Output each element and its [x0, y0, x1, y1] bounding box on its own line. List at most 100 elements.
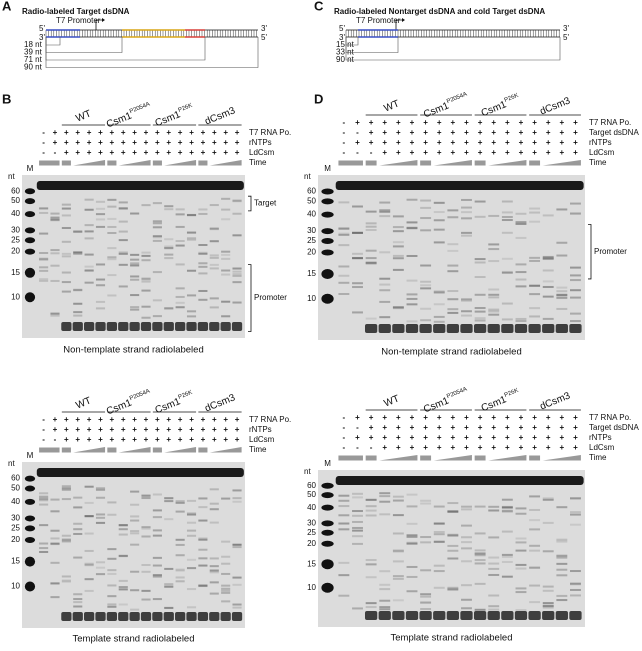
- gel-bottom-band: [514, 611, 528, 620]
- sign: +: [178, 148, 183, 157]
- sign: +: [573, 433, 578, 442]
- length-label: 33 nt: [336, 48, 355, 57]
- gel-band: [433, 531, 445, 534]
- gel-band: [186, 213, 197, 216]
- gel-band: [515, 285, 527, 288]
- marker-label: M: [27, 451, 34, 460]
- gel-band: [84, 485, 94, 488]
- gel-band: [338, 227, 350, 230]
- sign: +: [505, 118, 510, 127]
- time-bar: [420, 455, 432, 461]
- gel-band: [338, 281, 350, 284]
- sign: +: [451, 433, 456, 442]
- gel-band: [488, 260, 500, 263]
- condition-label: LdCsm: [589, 443, 615, 452]
- sign: -: [343, 423, 346, 432]
- gel: [22, 175, 245, 338]
- sign: +: [532, 118, 537, 127]
- gel-band: [474, 261, 486, 264]
- gel-band: [107, 584, 117, 587]
- gel-band: [447, 311, 459, 314]
- gel-band: [50, 252, 60, 255]
- gel-band: [152, 220, 162, 223]
- sign: +: [560, 148, 565, 157]
- gel-bottom-band: [175, 612, 186, 621]
- ladder-band: [321, 249, 334, 256]
- gel-band: [73, 601, 83, 604]
- time-bar: [152, 160, 162, 166]
- ladder-band: [321, 211, 334, 218]
- ladder-band: [321, 492, 334, 499]
- gel-band: [73, 288, 83, 291]
- gel-band: [379, 513, 391, 516]
- sign: +: [75, 425, 80, 434]
- gel-band: [73, 506, 83, 509]
- gel-band: [118, 201, 128, 204]
- sign: +: [189, 415, 194, 424]
- sign: +: [560, 118, 565, 127]
- group-label: WT: [74, 395, 93, 411]
- sign: -: [343, 433, 346, 442]
- sign: +: [132, 128, 137, 137]
- length-label: 90 nt: [24, 63, 43, 72]
- gel-band: [338, 561, 350, 564]
- bracket-label: Target: [254, 199, 277, 208]
- gel-band: [141, 527, 151, 530]
- gel-band: [515, 278, 527, 281]
- sign: +: [235, 128, 240, 137]
- gel-band: [130, 308, 140, 311]
- gel-band: [474, 552, 486, 555]
- ladder-band: [321, 529, 334, 536]
- marker-label: M: [324, 459, 331, 468]
- gel-band: [221, 540, 231, 543]
- gel-band: [198, 244, 208, 247]
- ladder-band: [24, 227, 36, 234]
- sign: +: [53, 415, 58, 424]
- gel-band: [433, 540, 445, 543]
- strand-end: 3': [39, 33, 45, 42]
- gel-band: [515, 563, 527, 566]
- sign: +: [155, 425, 160, 434]
- gel-band: [501, 510, 513, 513]
- gel-band: [73, 314, 83, 317]
- gel-band: [365, 317, 377, 320]
- condition-label: T7 RNA Po.: [249, 415, 291, 424]
- ladder-band: [321, 293, 334, 304]
- gel-band: [209, 565, 219, 568]
- gel-band: [152, 598, 162, 601]
- ladder-band: [321, 482, 334, 489]
- gel-band: [95, 487, 106, 490]
- gel-band: [164, 253, 174, 256]
- gel-band: [556, 594, 568, 597]
- sign: +: [369, 138, 374, 147]
- gel-band: [447, 510, 459, 513]
- time-bar: [365, 455, 377, 461]
- gel-band: [164, 307, 174, 310]
- gel-band: [406, 522, 418, 525]
- gel-band: [107, 217, 117, 220]
- condition-label: Time: [589, 158, 607, 167]
- unit-label: nt: [8, 459, 15, 468]
- panel-label: A: [2, 0, 12, 13]
- gel-band: [130, 212, 140, 215]
- gel-band: [406, 221, 418, 224]
- ladder-band: [321, 238, 334, 244]
- gel-band: [352, 520, 363, 523]
- gel-bottom-band: [220, 322, 231, 331]
- gel-band: [152, 226, 162, 229]
- sign: -: [42, 138, 45, 147]
- gel-band: [338, 265, 350, 268]
- strand-end: 3': [563, 24, 569, 33]
- gel-band: [392, 254, 404, 257]
- group-mutation: P2054A: [129, 101, 151, 115]
- gel-band: [433, 505, 445, 508]
- strand-end: 3': [261, 24, 267, 33]
- gel-band: [352, 286, 363, 289]
- gel-band: [84, 269, 94, 272]
- sign: +: [87, 128, 92, 137]
- gel-band: [420, 601, 432, 604]
- ladder-label: 40: [11, 497, 20, 506]
- gel-band: [392, 307, 404, 310]
- gel-band: [152, 202, 162, 205]
- sign: +: [532, 423, 537, 432]
